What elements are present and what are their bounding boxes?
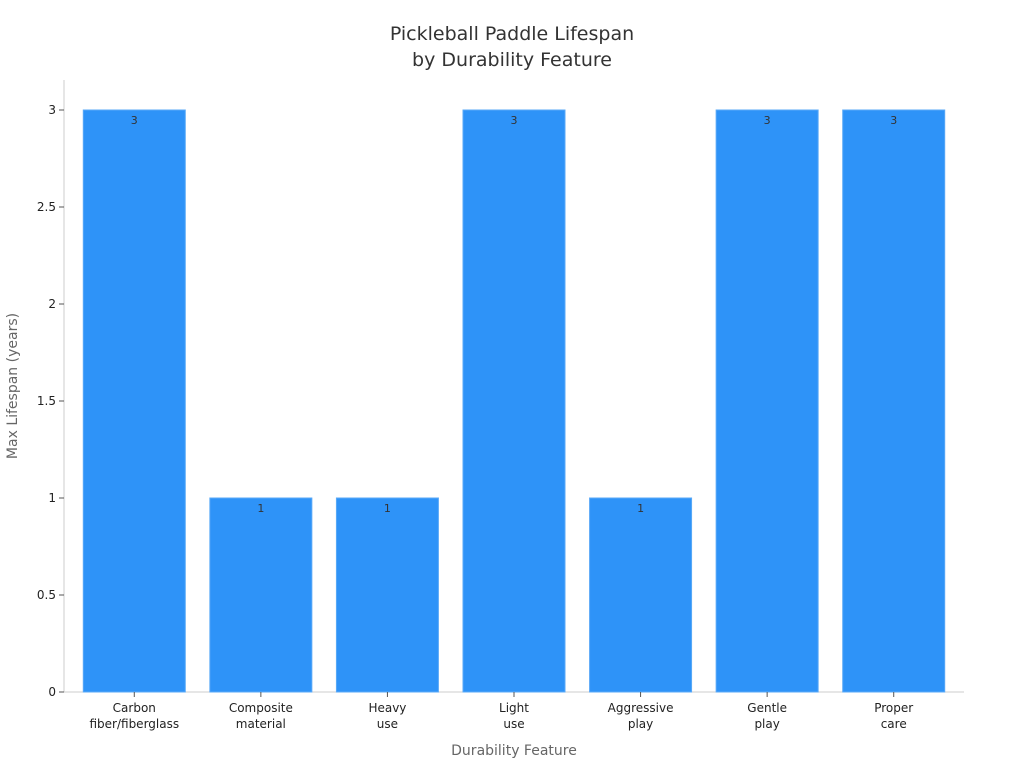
bar-data-label: 3 [131,114,138,127]
bar [209,497,313,693]
bar-data-label: 1 [257,502,264,515]
y-tick-label: 0 [48,685,56,699]
bar [715,109,819,693]
y-axis-label: Max Lifespan (years) [5,313,21,459]
x-axis-tick-labels: Carbon fiber/fiberglass Composite material H… [89,692,913,731]
y-tick-label: 2.5 [37,200,56,214]
bar-data-labels: 3 1 1 3 1 3 3 [131,114,897,515]
bar [82,109,186,693]
bar [589,497,693,693]
y-tick-label: 2 [48,297,56,311]
bar [335,497,439,693]
x-tick-label: Proper [874,701,913,715]
x-tick-label: play [754,717,779,731]
bar [462,109,566,693]
x-tick-label: Heavy [368,701,406,715]
bar-data-label: 3 [511,114,518,127]
bar-data-label: 3 [890,114,897,127]
y-tick-label: 3 [48,103,56,117]
x-axis-label: Durability Feature [451,743,577,759]
x-tick-label: use [377,717,398,731]
x-tick-label: Light [499,701,529,715]
bar [842,109,946,693]
bar-data-label: 1 [384,502,391,515]
y-axis-ticks: 0 0.5 1 1.5 2 2.5 3 [37,103,64,699]
bars [82,109,946,693]
x-tick-label: material [236,717,286,731]
x-tick-label: Composite [229,701,293,715]
bar-data-label: 1 [637,502,644,515]
chart-title: Pickleball Paddle Lifespan by Durability… [390,23,634,71]
x-tick-label: Gentle [747,701,787,715]
x-tick-label: play [628,717,653,731]
x-tick-label: Carbon [113,701,156,715]
x-tick-label: fiber/fiberglass [89,717,179,731]
x-tick-label: care [881,717,907,731]
bar-data-label: 3 [764,114,771,127]
x-tick-label: Aggressive [608,701,674,715]
y-tick-label: 1 [48,491,56,505]
y-tick-label: 1.5 [37,394,56,408]
x-tick-label: use [503,717,524,731]
chart-title-line-2: by Durability Feature [412,49,612,71]
y-tick-label: 0.5 [37,588,56,602]
chart-title-line-1: Pickleball Paddle Lifespan [390,23,634,45]
